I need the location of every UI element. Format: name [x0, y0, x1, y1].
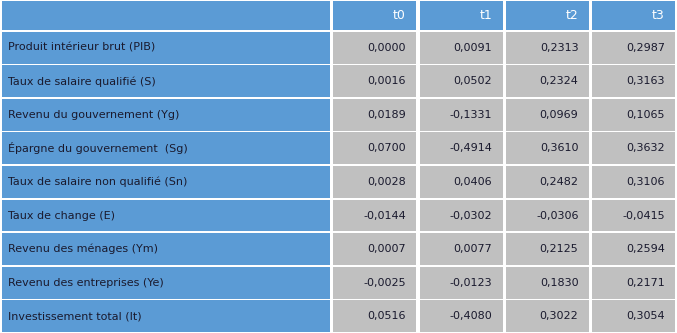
Text: -0,0415: -0,0415: [622, 210, 665, 220]
Bar: [2, 133, 330, 165]
Bar: [2, 233, 330, 265]
Text: Produit intérieur brut (PIB): Produit intérieur brut (PIB): [8, 43, 156, 53]
Bar: [2, 166, 330, 198]
Bar: [420, 65, 502, 97]
Bar: [420, 99, 502, 131]
Bar: [2, 267, 330, 299]
Bar: [2, 300, 330, 332]
Bar: [592, 65, 675, 97]
Bar: [592, 32, 675, 64]
Bar: [420, 133, 502, 165]
Text: 0,0007: 0,0007: [367, 244, 406, 254]
Bar: [506, 133, 589, 165]
Bar: [334, 300, 416, 332]
Bar: [420, 1, 502, 30]
Text: 0,2324: 0,2324: [540, 76, 578, 86]
Text: -0,0123: -0,0123: [450, 278, 492, 288]
Bar: [334, 233, 416, 265]
Bar: [592, 300, 675, 332]
Bar: [420, 32, 502, 64]
Bar: [506, 233, 589, 265]
Bar: [334, 199, 416, 231]
Text: 0,3022: 0,3022: [540, 311, 578, 321]
Bar: [420, 166, 502, 198]
Text: 0,3163: 0,3163: [626, 76, 665, 86]
Bar: [506, 166, 589, 198]
Text: Investissement total (It): Investissement total (It): [8, 311, 141, 321]
Bar: [334, 99, 416, 131]
Text: Revenu du gouvernement (Yg): Revenu du gouvernement (Yg): [8, 110, 179, 120]
Text: 0,3610: 0,3610: [540, 144, 578, 154]
Text: 0,0000: 0,0000: [368, 43, 406, 53]
Bar: [2, 1, 330, 30]
Text: 0,0969: 0,0969: [540, 110, 578, 120]
Text: -0,0144: -0,0144: [363, 210, 406, 220]
Text: 0,2125: 0,2125: [540, 244, 578, 254]
Text: 0,1065: 0,1065: [626, 110, 665, 120]
Text: -0,0306: -0,0306: [536, 210, 578, 220]
Text: 0,3106: 0,3106: [626, 177, 665, 187]
Text: -0,1331: -0,1331: [450, 110, 492, 120]
Text: 0,0077: 0,0077: [454, 244, 492, 254]
Text: t0: t0: [393, 9, 406, 22]
Bar: [506, 1, 589, 30]
Text: 0,2313: 0,2313: [540, 43, 578, 53]
Text: -0,4080: -0,4080: [450, 311, 492, 321]
Text: 0,2987: 0,2987: [626, 43, 665, 53]
Bar: [2, 99, 330, 131]
Bar: [420, 233, 502, 265]
Text: 0,2594: 0,2594: [626, 244, 665, 254]
Bar: [592, 199, 675, 231]
Text: Taux de salaire non qualifié (Sn): Taux de salaire non qualifié (Sn): [8, 177, 188, 187]
Text: 0,0189: 0,0189: [367, 110, 406, 120]
Bar: [334, 267, 416, 299]
Text: 0,0700: 0,0700: [367, 144, 406, 154]
Text: Taux de salaire qualifié (S): Taux de salaire qualifié (S): [8, 76, 156, 87]
Text: 0,3632: 0,3632: [626, 144, 665, 154]
Text: Taux de change (E): Taux de change (E): [8, 210, 115, 220]
Bar: [592, 99, 675, 131]
Text: t1: t1: [479, 9, 492, 22]
Bar: [420, 267, 502, 299]
Bar: [334, 166, 416, 198]
Bar: [592, 267, 675, 299]
Text: 0,0028: 0,0028: [367, 177, 406, 187]
Text: Épargne du gouvernement  (Sg): Épargne du gouvernement (Sg): [8, 143, 188, 155]
Text: -0,0025: -0,0025: [364, 278, 406, 288]
Bar: [592, 166, 675, 198]
Text: 0,0516: 0,0516: [368, 311, 406, 321]
Text: t3: t3: [652, 9, 665, 22]
Bar: [506, 65, 589, 97]
Text: 0,1830: 0,1830: [540, 278, 578, 288]
Bar: [592, 233, 675, 265]
Text: t2: t2: [566, 9, 578, 22]
Text: 0,2171: 0,2171: [626, 278, 665, 288]
Text: 0,0091: 0,0091: [454, 43, 492, 53]
Text: 0,3054: 0,3054: [626, 311, 665, 321]
Bar: [2, 199, 330, 231]
Bar: [334, 32, 416, 64]
Bar: [592, 133, 675, 165]
Bar: [506, 199, 589, 231]
Text: 0,0502: 0,0502: [454, 76, 492, 86]
Text: Revenu des entreprises (Ye): Revenu des entreprises (Ye): [8, 278, 164, 288]
Text: 0,0016: 0,0016: [368, 76, 406, 86]
Bar: [420, 300, 502, 332]
Bar: [506, 99, 589, 131]
Bar: [334, 65, 416, 97]
Bar: [2, 32, 330, 64]
Text: 0,0406: 0,0406: [454, 177, 492, 187]
Bar: [592, 1, 675, 30]
Bar: [334, 133, 416, 165]
Text: 0,2482: 0,2482: [540, 177, 578, 187]
Bar: [506, 300, 589, 332]
Bar: [334, 1, 416, 30]
Bar: [420, 199, 502, 231]
Bar: [2, 65, 330, 97]
Text: Revenu des ménages (Ym): Revenu des ménages (Ym): [8, 244, 158, 254]
Text: -0,4914: -0,4914: [450, 144, 492, 154]
Bar: [506, 32, 589, 64]
Bar: [506, 267, 589, 299]
Text: -0,0302: -0,0302: [450, 210, 492, 220]
